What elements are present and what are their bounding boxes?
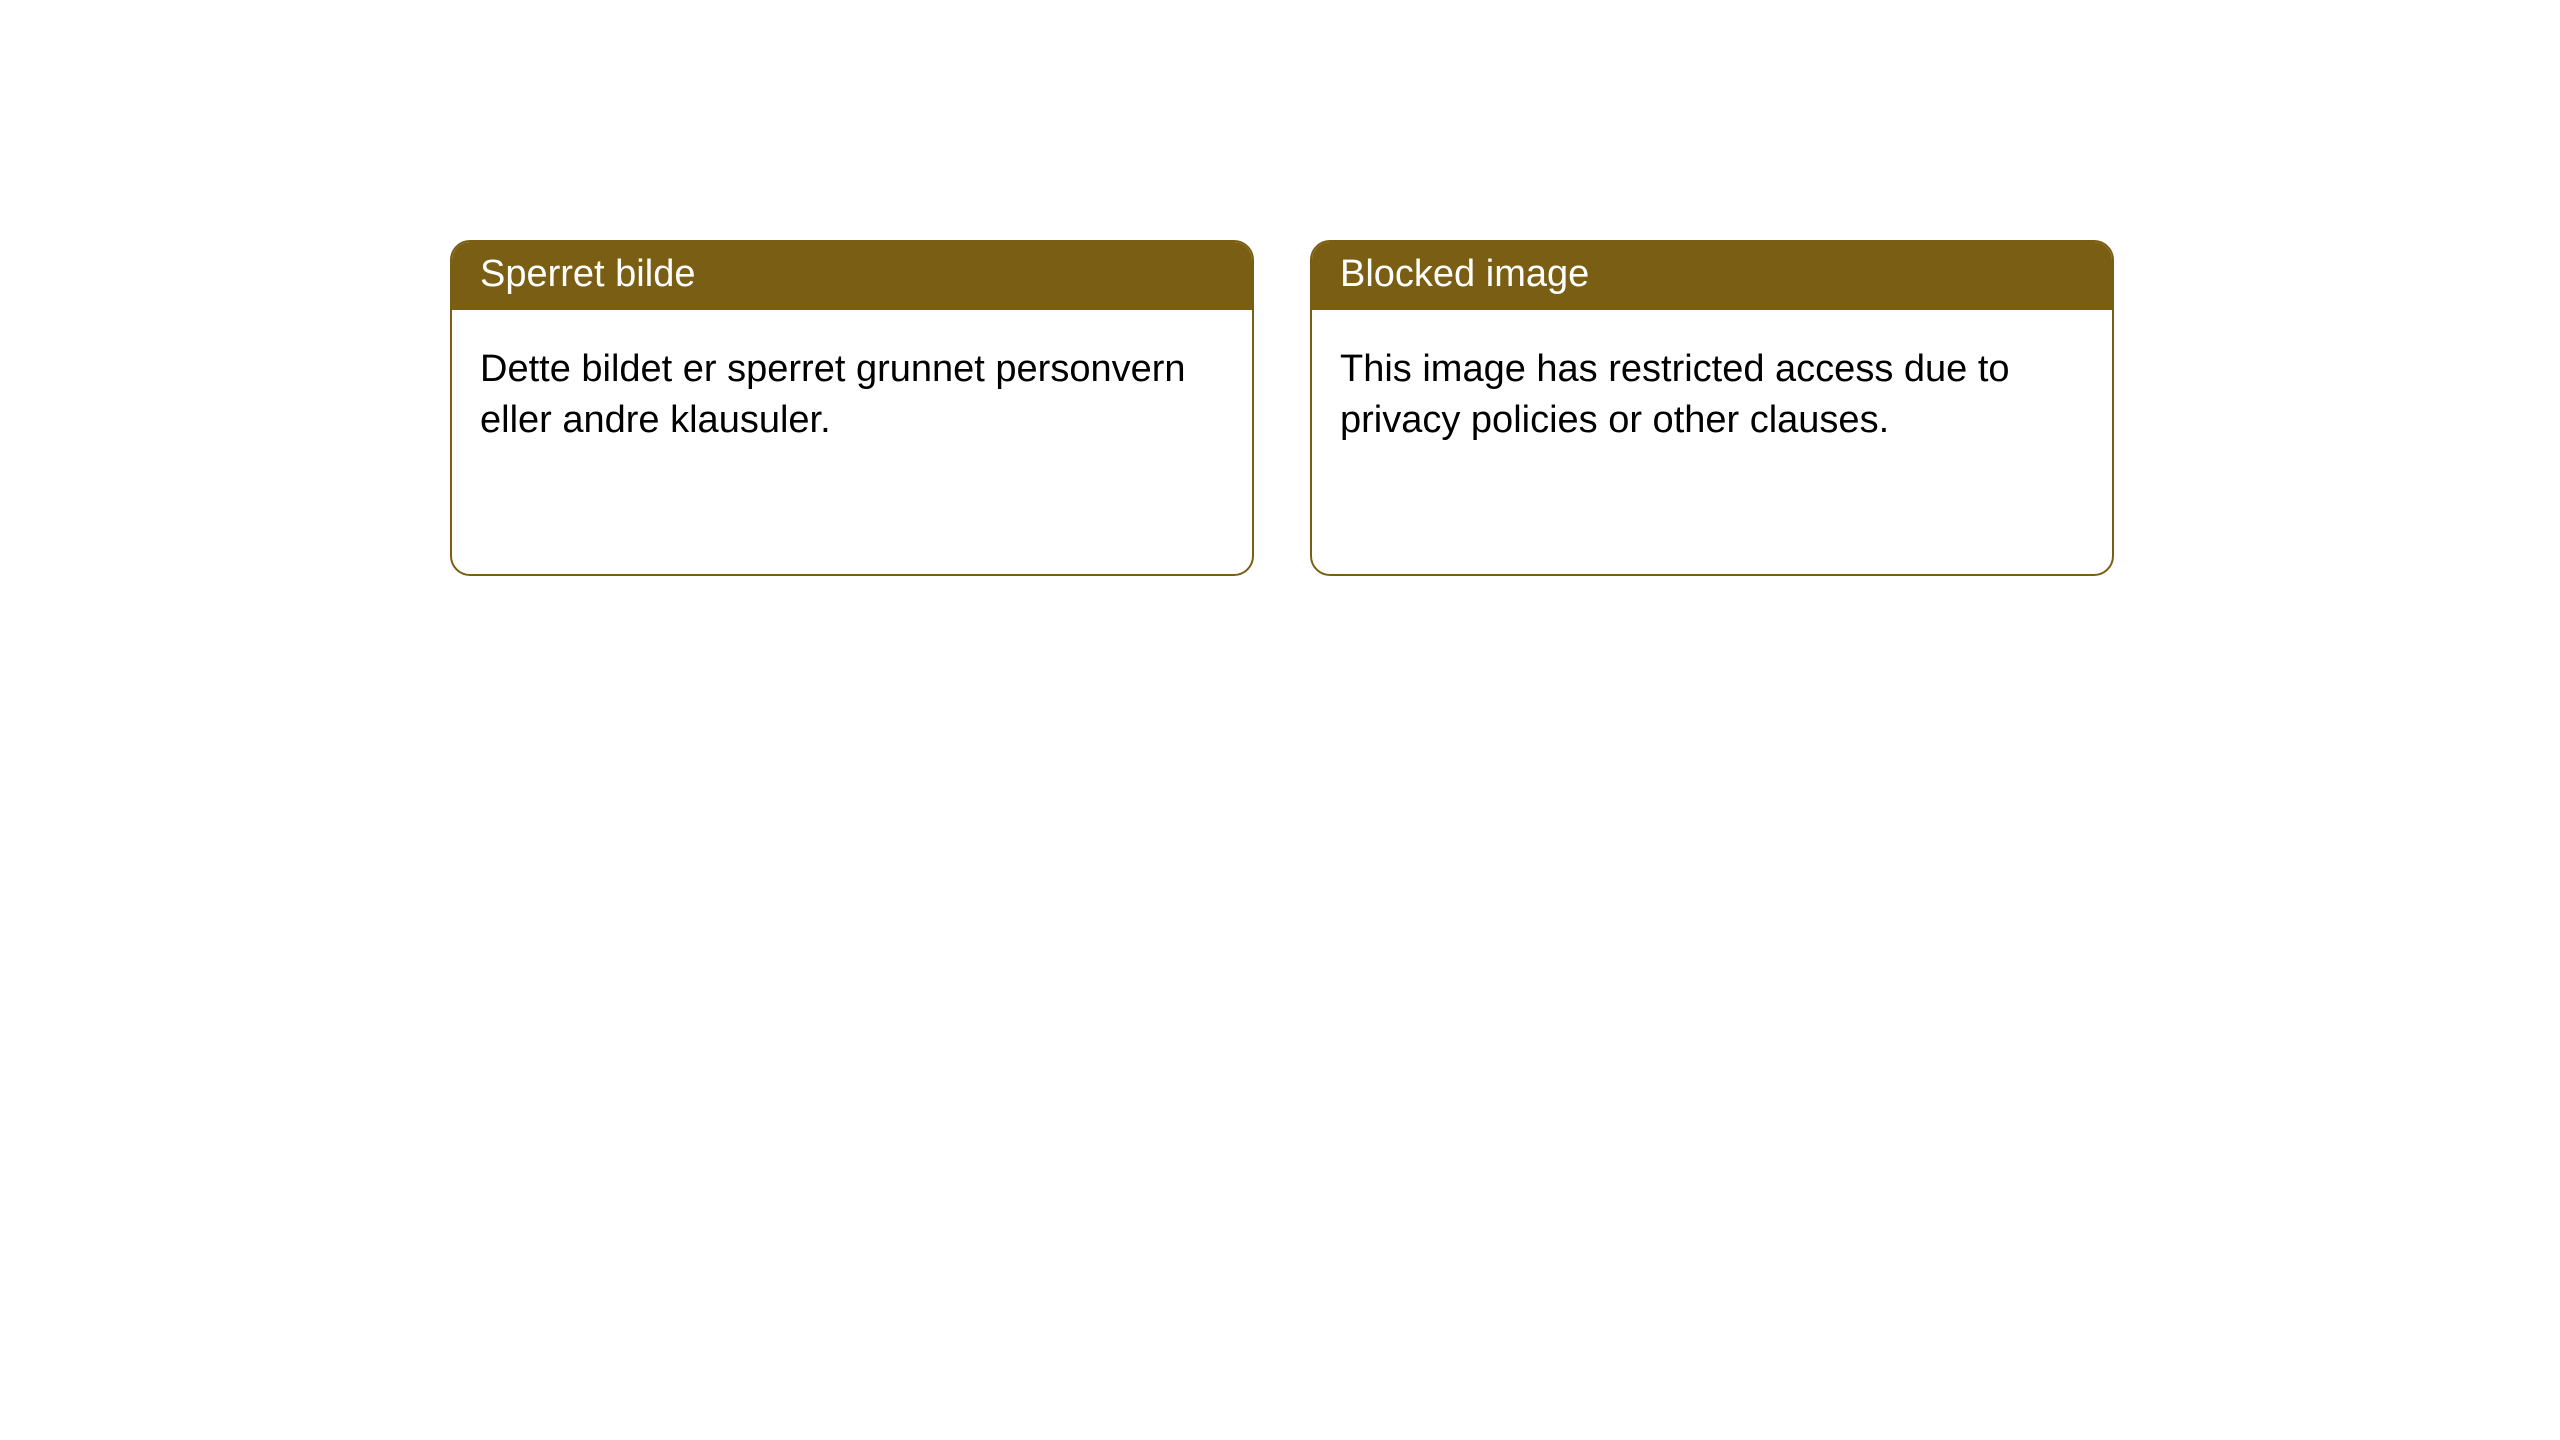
notice-container: Sperret bilde Dette bildet er sperret gr…	[0, 0, 2560, 576]
card-header-no: Sperret bilde	[452, 242, 1252, 310]
blocked-image-card-no: Sperret bilde Dette bildet er sperret gr…	[450, 240, 1254, 576]
card-body-en: This image has restricted access due to …	[1312, 310, 2112, 481]
card-header-en: Blocked image	[1312, 242, 2112, 310]
card-body-no: Dette bildet er sperret grunnet personve…	[452, 310, 1252, 481]
blocked-image-card-en: Blocked image This image has restricted …	[1310, 240, 2114, 576]
